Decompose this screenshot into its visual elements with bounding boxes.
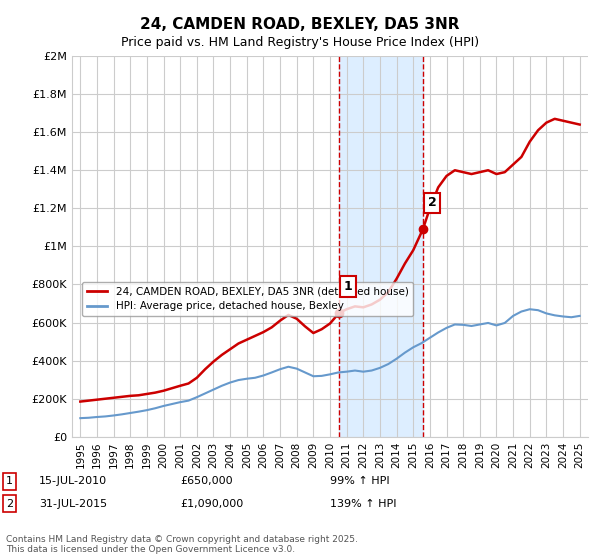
Text: Contains HM Land Registry data © Crown copyright and database right 2025.
This d: Contains HM Land Registry data © Crown c… xyxy=(6,535,358,554)
Text: 31-JUL-2015: 31-JUL-2015 xyxy=(39,499,107,509)
Bar xyxy=(339,56,423,437)
Text: 2: 2 xyxy=(428,197,437,209)
Text: 2: 2 xyxy=(6,499,13,509)
Text: 1: 1 xyxy=(344,280,353,293)
Text: Price paid vs. HM Land Registry's House Price Index (HPI): Price paid vs. HM Land Registry's House … xyxy=(121,36,479,49)
Text: £650,000: £650,000 xyxy=(180,477,233,487)
Text: 15-JUL-2010: 15-JUL-2010 xyxy=(39,477,107,487)
Text: £1,090,000: £1,090,000 xyxy=(180,499,243,509)
Text: 24, CAMDEN ROAD, BEXLEY, DA5 3NR: 24, CAMDEN ROAD, BEXLEY, DA5 3NR xyxy=(140,17,460,32)
Legend: 24, CAMDEN ROAD, BEXLEY, DA5 3NR (detached house), HPI: Average price, detached : 24, CAMDEN ROAD, BEXLEY, DA5 3NR (detach… xyxy=(82,282,413,316)
Text: 99% ↑ HPI: 99% ↑ HPI xyxy=(330,477,389,487)
Text: 1: 1 xyxy=(6,477,13,487)
Text: 139% ↑ HPI: 139% ↑ HPI xyxy=(330,499,397,509)
